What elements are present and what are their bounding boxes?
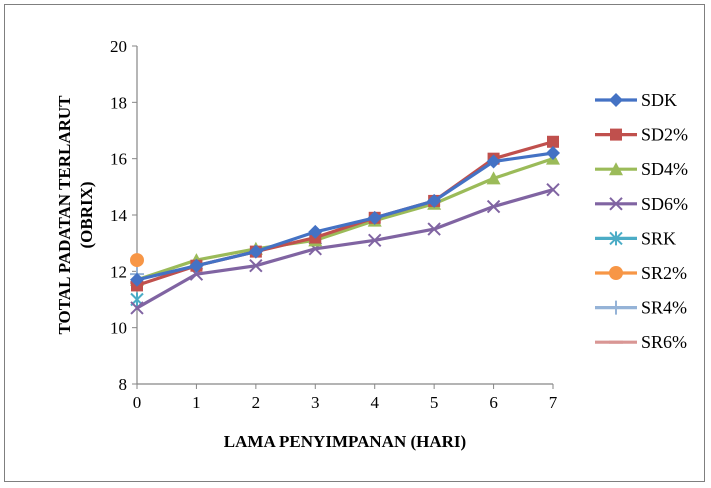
legend-item-sd2pct: SD2% <box>595 125 688 145</box>
data-point-sd6pct <box>427 222 441 236</box>
y-tick-label: 18 <box>110 93 127 112</box>
data-point-sdk <box>367 210 382 225</box>
legend-label: SDK <box>641 90 677 110</box>
data-point-sd2pct <box>547 135 559 148</box>
legend-marker <box>609 162 623 176</box>
series-layer <box>130 135 560 315</box>
data-point-sdk <box>546 146 560 161</box>
x-tick-label: 6 <box>489 393 498 412</box>
x-axis-label: LAMA PENYIMPANAN (HARI) <box>224 432 466 451</box>
y-tick-label: 20 <box>110 37 127 56</box>
x-tick-label: 5 <box>430 393 439 412</box>
legend-label: SD6% <box>641 194 688 214</box>
series-sr2pct <box>130 253 144 268</box>
x-tick-label: 1 <box>192 393 201 412</box>
data-point-sr2pct <box>130 253 144 268</box>
series-sdk <box>130 146 560 287</box>
legend-label: SR2% <box>641 263 687 283</box>
data-point-sdk <box>189 258 204 273</box>
y-tick-label: 12 <box>110 262 127 281</box>
series-line-sd6pct <box>136 188 554 310</box>
legend-marker <box>609 197 623 211</box>
legend-label: SRK <box>641 228 676 248</box>
data-point-sd6pct <box>368 233 382 248</box>
legend-label: SR6% <box>641 332 687 352</box>
x-tick-label: 2 <box>252 393 261 412</box>
y-tick-label: 16 <box>110 150 127 169</box>
x-tick-label: 0 <box>133 393 142 412</box>
data-point-sdk <box>248 244 263 259</box>
data-point-sd6pct <box>546 182 560 197</box>
y-tick-label: 10 <box>110 319 127 338</box>
data-point-sd6pct <box>249 258 263 273</box>
legend-item-sr6pct: SR6% <box>595 332 687 352</box>
legend: SDK SD2% SD4% SD6% SRK SR2% SR4% SR6% <box>595 90 688 352</box>
legend-item-sr4pct: SR4% <box>595 298 687 318</box>
legend-marker <box>609 300 623 315</box>
data-point-sd4pct <box>486 171 501 185</box>
legend-item-sd6pct: SD6% <box>595 194 688 214</box>
series-line-sdk <box>136 151 554 282</box>
legend-label: SR4% <box>641 298 687 318</box>
legend-marker <box>609 266 623 280</box>
data-point-sdk <box>308 224 323 239</box>
legend-item-sr2pct: SR2% <box>595 263 687 283</box>
data-point-sd6pct <box>130 301 144 315</box>
legend-marker <box>609 231 623 246</box>
x-tick-label: 7 <box>549 393 558 412</box>
legend-marker <box>609 93 623 107</box>
legend-label: SD2% <box>641 125 688 145</box>
x-tick-label: 3 <box>311 393 320 412</box>
y-axis-label-line1: TOTAL PADATAN TERLARUT <box>55 95 74 335</box>
legend-item-sdk: SDK <box>595 90 677 110</box>
data-point-sdk <box>130 272 144 287</box>
series-line-sd4pct <box>136 157 554 282</box>
y-axis-label-line2: (OBRIX) <box>77 181 96 248</box>
y-tick-label: 8 <box>119 375 128 394</box>
data-point-sdk <box>427 193 442 208</box>
series-sd6pct <box>130 182 560 315</box>
y-tick-label: 14 <box>110 206 128 225</box>
legend-item-srk: SRK <box>595 228 676 248</box>
legend-label: SD4% <box>641 159 688 179</box>
legend-item-sd4pct: SD4% <box>595 159 688 179</box>
data-point-sdk <box>486 154 501 169</box>
data-point-sd6pct <box>486 199 501 214</box>
legend-marker <box>610 128 622 141</box>
x-tick-label: 4 <box>370 393 379 412</box>
